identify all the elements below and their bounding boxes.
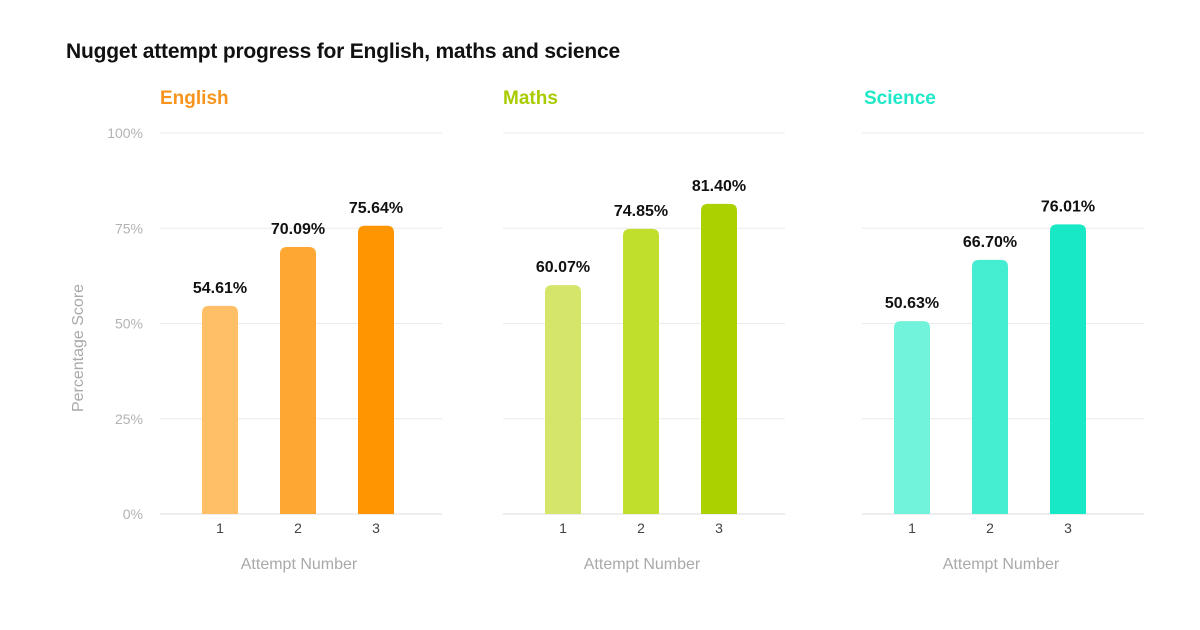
panel-title-maths: Maths (503, 88, 558, 109)
x-tick-english-2: 2 (294, 520, 302, 536)
y-axis-title: Percentage Score (70, 284, 87, 412)
panel-title-science: Science (864, 88, 936, 109)
data-label-english-1: 54.61% (193, 280, 247, 297)
y-tick-label: 75% (115, 220, 143, 236)
y-tick-label: 0% (123, 506, 143, 522)
data-label-maths-2: 74.85% (614, 203, 668, 220)
bar-english-3 (358, 225, 394, 515)
bar-english-1 (202, 305, 238, 514)
bar-science-3 (1050, 224, 1086, 514)
data-label-maths-1: 60.07% (536, 259, 590, 276)
bar-science-1 (894, 321, 930, 514)
panel-title-english: English (160, 88, 229, 109)
bar-maths-3 (701, 203, 737, 514)
y-tick-label: 25% (115, 411, 143, 427)
bar-maths-2 (623, 228, 659, 514)
y-tick-label: 100% (107, 125, 143, 141)
data-label-maths-3: 81.40% (692, 178, 746, 195)
x-tick-english-3: 3 (372, 520, 380, 536)
bar-maths-1 (545, 285, 581, 514)
data-label-english-3: 75.64% (349, 200, 403, 217)
x-tick-science-3: 3 (1064, 520, 1072, 536)
x-tick-maths-2: 2 (637, 520, 645, 536)
y-tick-label: 50% (115, 316, 143, 332)
x-tick-maths-1: 1 (559, 520, 567, 536)
bar-science-2 (972, 259, 1008, 514)
x-tick-science-2: 2 (986, 520, 994, 536)
data-label-science-2: 66.70% (963, 234, 1017, 251)
data-label-english-2: 70.09% (271, 221, 325, 238)
x-tick-english-1: 1 (216, 520, 224, 536)
x-tick-maths-3: 3 (715, 520, 723, 536)
chart-title: Nugget attempt progress for English, mat… (66, 40, 620, 63)
x-axis-title-english: Attempt Number (241, 556, 358, 573)
x-tick-science-1: 1 (908, 520, 916, 536)
bar-english-2 (280, 246, 316, 515)
data-label-science-3: 76.01% (1041, 198, 1095, 215)
data-label-science-1: 50.63% (885, 295, 939, 312)
x-axis-title-science: Attempt Number (943, 556, 1060, 573)
x-axis-title-maths: Attempt Number (584, 556, 701, 573)
